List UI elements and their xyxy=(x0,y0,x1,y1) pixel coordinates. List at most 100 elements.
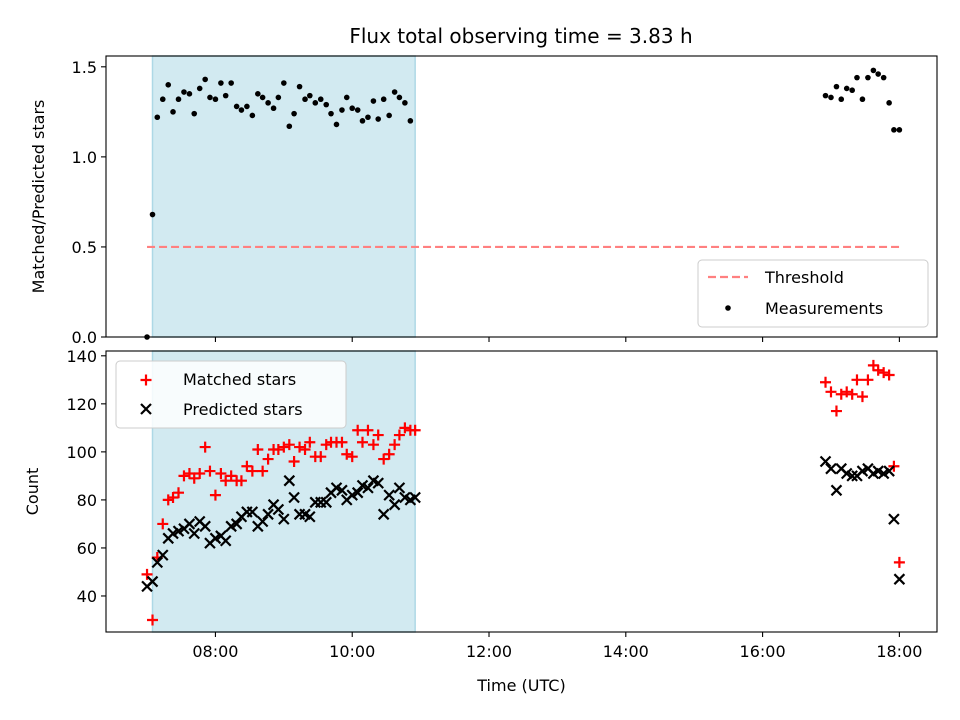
predicted-point xyxy=(262,508,274,521)
measurement-point xyxy=(255,91,261,97)
matched-point xyxy=(851,374,863,386)
measurement-point xyxy=(349,105,356,112)
matched-point xyxy=(252,443,264,455)
matched-point xyxy=(215,467,227,479)
measurement-point xyxy=(833,83,840,90)
measurement-point xyxy=(891,127,897,133)
measurement-point xyxy=(302,96,308,103)
measurement-point xyxy=(333,121,340,128)
measurement-point xyxy=(370,98,377,104)
measurement-point xyxy=(244,103,250,110)
matched-point xyxy=(288,455,300,467)
measurement-point xyxy=(880,74,887,81)
matched-point xyxy=(352,424,364,436)
matched-point xyxy=(220,475,232,487)
matched-point xyxy=(172,487,184,499)
legend-matched-swatch xyxy=(140,374,152,386)
legend-threshold-label: Threshold xyxy=(764,268,844,287)
measurement-point xyxy=(343,94,350,101)
y-tick-label: 80 xyxy=(77,491,97,510)
measurement-point xyxy=(838,96,845,103)
matched-point xyxy=(372,429,384,441)
measurement-point xyxy=(212,96,219,103)
measurement-point xyxy=(822,92,829,99)
measurement-point xyxy=(218,80,224,86)
predicted-point xyxy=(825,462,837,475)
measurement-point xyxy=(328,110,334,117)
matched-point xyxy=(893,556,905,568)
matched-point xyxy=(409,424,421,436)
measurement-point xyxy=(265,100,271,106)
measurement-point xyxy=(186,91,193,97)
legend-predicted-label: Predicted stars xyxy=(183,400,303,419)
predicted-point xyxy=(219,534,232,547)
matched-point xyxy=(194,467,206,479)
measurement-point xyxy=(391,89,398,95)
predicted-point xyxy=(256,515,269,528)
axes-frame xyxy=(105,350,938,633)
predicted-point xyxy=(336,484,348,497)
measurement-point xyxy=(380,96,387,103)
predicted-point xyxy=(288,491,300,504)
matched-point xyxy=(178,470,190,482)
measurement-point xyxy=(407,118,414,124)
measurement-point xyxy=(307,92,313,99)
matched-point xyxy=(225,470,237,482)
predicted-point xyxy=(230,518,243,530)
measurement-point xyxy=(828,94,834,101)
measurement-point xyxy=(238,107,245,113)
matched-point xyxy=(199,441,211,453)
legend-box xyxy=(697,259,929,328)
matched-point xyxy=(383,448,395,460)
predicted-point xyxy=(304,510,316,523)
predicted-point xyxy=(819,455,832,468)
legend: Threshold Measurements xyxy=(697,259,929,328)
matched-point xyxy=(320,439,332,451)
matched-point xyxy=(157,518,169,530)
y-axis-label: Count xyxy=(23,468,42,516)
predicted-point xyxy=(283,474,296,487)
measurement-point xyxy=(154,114,161,121)
y-axis-label: Matched/Predicted stars xyxy=(29,100,48,294)
legend-predicted-swatch xyxy=(140,403,152,415)
measurement-point xyxy=(222,92,229,99)
predicted-point xyxy=(830,484,843,497)
measurement-point xyxy=(165,82,172,88)
measurement-point xyxy=(365,114,371,121)
predicted-point xyxy=(893,573,906,585)
predicted-point xyxy=(362,482,374,494)
matched-point xyxy=(278,441,290,453)
measurement-point xyxy=(228,80,234,86)
measurement-point xyxy=(317,96,324,103)
y-tick-label: 100 xyxy=(66,443,97,462)
ratio-panel: 0.0 0.5 1.0 1.5 Matched/Predicted stars Thres… xyxy=(29,55,938,347)
measurement-point xyxy=(865,74,871,81)
predicted-point xyxy=(246,506,259,518)
predicted-point xyxy=(156,549,169,561)
measurement-point xyxy=(249,112,256,119)
matched-point xyxy=(830,405,842,417)
predicted-point xyxy=(272,503,285,516)
measurement-point xyxy=(339,107,345,113)
matched-point xyxy=(162,494,174,506)
measurement-point xyxy=(275,94,282,101)
measurement-point xyxy=(291,110,297,117)
predicted-point xyxy=(888,513,900,525)
predicted-point xyxy=(278,513,290,525)
predicted-point xyxy=(383,489,395,501)
measurement-point xyxy=(296,83,303,90)
matched-point xyxy=(399,422,411,434)
measurement-point xyxy=(386,112,392,119)
y-tick-label: 40 xyxy=(77,587,97,606)
y-tick-label: 0.5 xyxy=(72,238,97,257)
matched-point xyxy=(346,451,358,463)
matched-point xyxy=(867,359,879,371)
measurement-point xyxy=(323,101,330,108)
matched-point xyxy=(304,436,316,448)
matched-point xyxy=(246,465,258,477)
measurement-point xyxy=(181,89,187,95)
predicted-point xyxy=(151,556,164,569)
measurement-point xyxy=(312,100,319,106)
measurement-point xyxy=(854,74,860,81)
